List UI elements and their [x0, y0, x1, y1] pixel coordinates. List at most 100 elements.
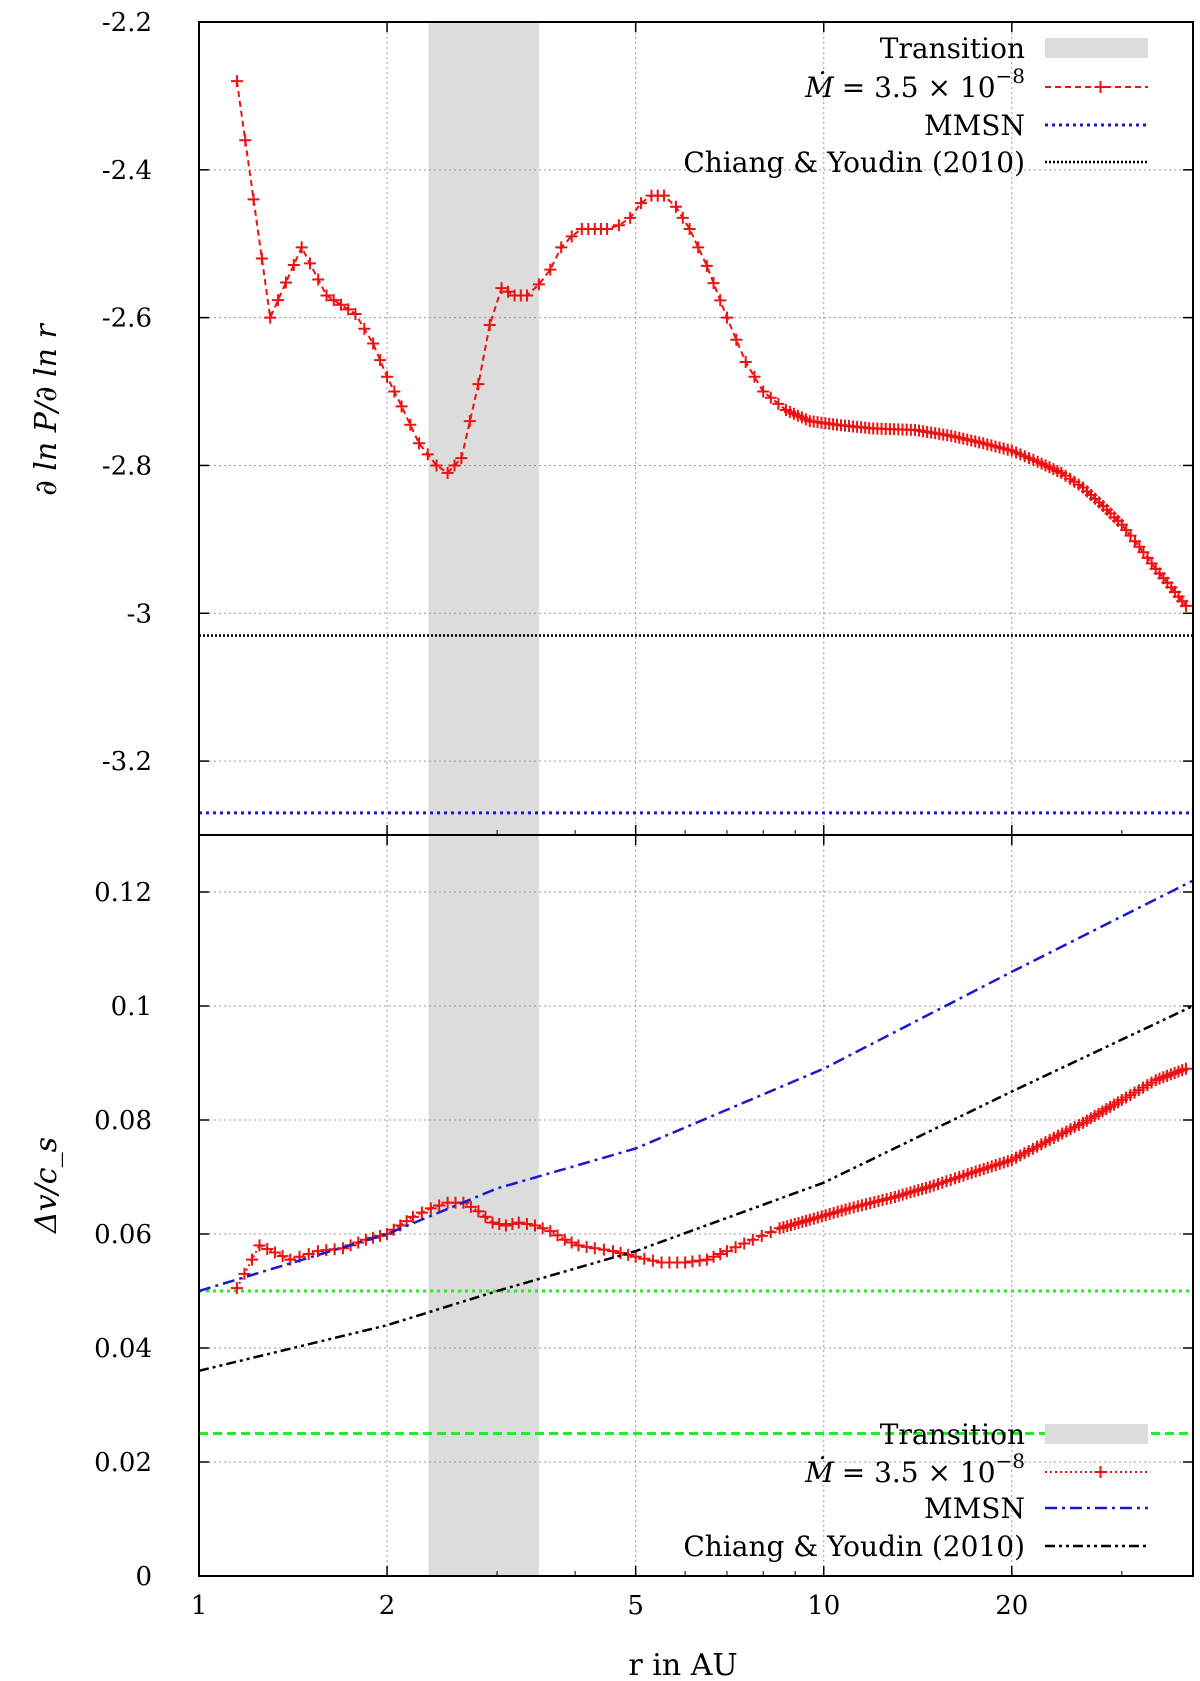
bottom-point-61 [700, 1253, 713, 1266]
bottom-xtick-label-4: 20 [995, 1591, 1028, 1621]
top-point-5 [272, 294, 285, 307]
bottom-point-15 [352, 1236, 365, 1249]
top-point-4 [264, 311, 277, 324]
top-point-9 [303, 257, 316, 270]
top-point-60 [730, 333, 743, 346]
top-point-37 [532, 278, 545, 291]
legend-top-chiang-label: Chiang & Youdin (2010) [683, 146, 1025, 179]
bottom-xtick-label-2: 5 [627, 1591, 644, 1621]
top-point-38 [544, 263, 557, 276]
top-y-axis-title: ∂ ln P/∂ ln r [29, 323, 64, 496]
bottom-ticks: 0 0.02 0.04 0.06 0.08 0.1 0.12 1 2 5 10 20 [94, 835, 1193, 1621]
bottom-point-34 [493, 1218, 506, 1231]
top-frame [198, 21, 1194, 836]
bottom-grid [199, 835, 1193, 1576]
bottom-point-62 [707, 1250, 720, 1263]
top-point-55 [692, 241, 705, 254]
top-point-13 [334, 298, 347, 311]
top-point-14 [342, 303, 355, 316]
top-legend-sample-mdot-marker [1094, 81, 1107, 93]
bottom-point-6 [276, 1250, 289, 1263]
top-point-20 [388, 385, 401, 398]
top-point-31 [483, 319, 496, 332]
bottom-point-48 [597, 1243, 610, 1256]
top-ytick-label-5: -3.2 [102, 747, 152, 777]
top-point-1 [239, 134, 252, 147]
bottom-series-path-1 [198, 879, 1194, 1293]
bottom-point-49 [607, 1245, 620, 1258]
top-point-2 [247, 193, 260, 206]
bottom-xtick-label-1: 2 [379, 1591, 396, 1621]
bottom-ytick-label-6: 0.12 [94, 878, 152, 908]
bottom-point-43 [558, 1233, 571, 1246]
bottom-legend-sample-mdot-marker [1094, 1466, 1107, 1478]
bottom-point-39 [528, 1219, 541, 1232]
bottom-point-31 [472, 1205, 485, 1218]
bottom-point-2 [246, 1253, 259, 1266]
top-point-25 [430, 459, 443, 472]
top-point-21 [395, 400, 408, 413]
bottom-point-30 [464, 1200, 477, 1213]
bottom-point-63 [714, 1247, 727, 1260]
top-point-17 [367, 337, 380, 350]
top-point-61 [739, 355, 752, 368]
top-point-23 [413, 437, 426, 450]
bottom-point-69 [764, 1226, 777, 1239]
top-transition-band [428, 22, 539, 835]
bottom-point-68 [755, 1229, 768, 1242]
top-legend: Transition Ṁ = 3.5 × 10−8 MMSN Chiang & Y… [683, 32, 1148, 179]
legend-bottom-mdot-rest: = 3.5 × 10 [842, 1456, 996, 1489]
legend-top-mdot-rest: = 3.5 × 10 [842, 71, 996, 104]
bottom-point-35 [499, 1219, 512, 1232]
bottom-point-36 [506, 1218, 519, 1231]
top-point-28 [455, 452, 468, 465]
top-point-29 [463, 415, 476, 428]
bottom-point-45 [572, 1239, 585, 1252]
top-point-58 [714, 294, 727, 307]
bottom-xtick-label-0: 1 [191, 1591, 208, 1621]
legend-bottom-mmsn-label: MMSN [924, 1492, 1025, 1525]
bottom-point-9 [302, 1247, 315, 1260]
top-ytick-label-0: -2.2 [102, 8, 152, 38]
bottom-panel: 0 0.02 0.04 0.06 0.08 0.1 0.12 1 2 5 10 20 [94, 834, 1194, 1621]
top-point-52 [669, 200, 682, 213]
top-point-165 [1179, 599, 1192, 612]
top-ticks: -2.2 -2.4 -2.6 -2.8 -3 -3.2 [102, 8, 1193, 835]
top-point-27 [448, 459, 461, 472]
bottom-ytick-label-2: 0.04 [94, 1334, 152, 1364]
top-point-3 [255, 252, 268, 265]
top-point-6 [279, 276, 292, 289]
bottom-ytick-label-3: 0.06 [94, 1220, 152, 1250]
bottom-point-65 [729, 1241, 742, 1254]
bottom-frame [198, 834, 1194, 1577]
bottom-point-40 [536, 1222, 549, 1235]
top-point-56 [700, 259, 713, 272]
bottom-series-path-0 [236, 1067, 1187, 1289]
bottom-point-54 [646, 1254, 659, 1267]
top-point-12 [327, 294, 340, 307]
bottom-ytick-label-4: 0.08 [94, 1106, 152, 1136]
top-point-16 [358, 322, 371, 335]
bottom-point-66 [738, 1237, 751, 1250]
top-ytick-label-1: -2.4 [102, 156, 152, 186]
bottom-point-52 [629, 1250, 642, 1263]
bottom-point-37 [512, 1216, 525, 1229]
top-point-0 [230, 75, 243, 88]
top-point-24 [421, 448, 434, 461]
legend-top-mdot-label: Ṁ = 3.5 × 10−8 [804, 64, 1025, 104]
bottom-point-32 [479, 1210, 492, 1223]
bottom-point-41 [544, 1225, 557, 1238]
bottom-point-42 [551, 1229, 564, 1242]
bottom-xtick-label-3: 10 [807, 1591, 840, 1621]
bottom-point-4 [261, 1242, 274, 1255]
top-legend-sample-transition [1045, 38, 1148, 58]
bottom-point-5 [268, 1246, 281, 1259]
top-ytick-label-3: -2.8 [102, 451, 152, 481]
bottom-point-67 [746, 1233, 759, 1246]
top-point-62 [748, 370, 761, 383]
top-point-54 [683, 222, 696, 235]
legend-top-transition-label: Transition [880, 32, 1025, 65]
bottom-legend-sample-transition [1045, 1424, 1148, 1444]
bottom-point-46 [580, 1240, 593, 1253]
top-ytick-label-4: -3 [127, 599, 152, 629]
